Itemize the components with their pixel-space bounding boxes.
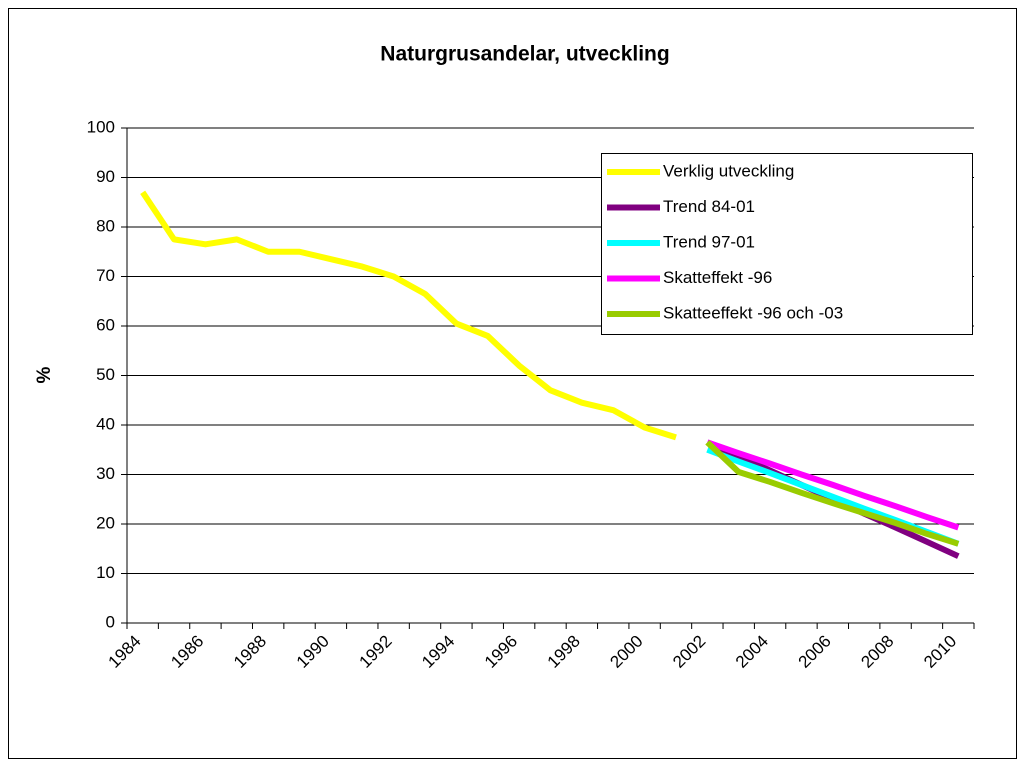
legend-label: Skatteeffekt -96 och -03 [663,303,843,322]
chart-title: Naturgrusandelar, utveckling [380,43,669,66]
y-tick-label: 100 [87,117,115,136]
legend-box [601,153,973,335]
legend-label: Verklig utveckling [663,161,794,180]
y-tick-label: 60 [96,315,115,334]
y-tick-label: 50 [96,365,115,384]
series-line [140,190,677,441]
series-line [706,439,960,531]
chart-border [8,8,1017,759]
y-tick-label: 10 [96,563,115,582]
y-tick-label: 0 [106,612,115,631]
y-tick-label: 90 [96,167,115,186]
y-axis-label: % [34,366,55,383]
legend-label: Trend 97-01 [663,232,755,251]
legend-label: Trend 84-01 [663,197,755,216]
y-tick-label: 30 [96,464,115,483]
y-tick-label: 80 [96,216,115,235]
legend-label: Skatteffekt -96 [663,268,772,287]
y-tick-label: 70 [96,266,115,285]
y-tick-label: 40 [96,414,115,433]
y-tick-label: 20 [96,513,115,532]
series-line [705,440,960,547]
